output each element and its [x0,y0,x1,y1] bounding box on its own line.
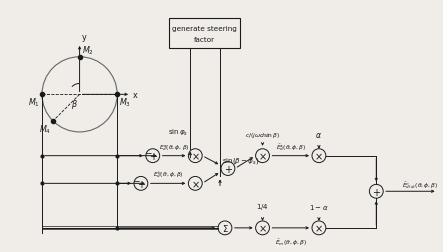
Text: +: + [149,151,157,162]
Text: $M_1$: $M_1$ [28,96,40,108]
Text: $1/4$: $1/4$ [256,201,269,211]
Text: +: + [372,187,380,197]
Text: ×: × [258,151,267,162]
Text: $E_d^b(\theta,\phi,\beta)$: $E_d^b(\theta,\phi,\beta)$ [153,169,183,180]
Text: $\sin\varphi_s$: $\sin\varphi_s$ [168,127,188,137]
Text: +: + [137,179,145,189]
Text: $1-\alpha$: $1-\alpha$ [309,202,329,211]
Text: ×: × [258,224,267,233]
Text: y: y [82,33,86,42]
Text: $M_2$: $M_2$ [82,44,93,56]
Text: ×: × [315,224,323,233]
Text: +: + [224,164,232,174]
Text: x: x [133,90,138,100]
Text: Σ: Σ [222,224,228,233]
Text: −: − [144,148,151,157]
Text: $\sin(\beta-\varphi_s)$: $\sin(\beta-\varphi_s)$ [222,155,259,165]
Text: factor: factor [194,37,215,43]
Text: $\bar{E}_m(\theta,\phi,\beta)$: $\bar{E}_m(\theta,\phi,\beta)$ [275,237,307,247]
Text: $\bar{E}_d^a(\theta,\phi,\beta)$: $\bar{E}_d^a(\theta,\phi,\beta)$ [276,142,306,152]
Text: $M_3$: $M_3$ [119,96,131,108]
Text: −: − [132,176,139,185]
Text: $E_d^a(\theta,\phi,\beta)$: $E_d^a(\theta,\phi,\beta)$ [159,142,189,152]
Text: ×: × [191,151,199,162]
Text: $\bar{E}_{d(\alpha)}^n(\theta,\phi,\beta)$: $\bar{E}_{d(\alpha)}^n(\theta,\phi,\beta… [402,180,439,190]
Text: $M_4$: $M_4$ [39,123,51,136]
Text: ×: × [191,179,199,189]
Text: $\alpha$: $\alpha$ [315,130,323,139]
Bar [169,19,240,49]
Text: $\beta$: $\beta$ [71,97,78,110]
Text: generate steering: generate steering [172,26,237,32]
Text: $c/(j\omega d\sin\beta)$: $c/(j\omega d\sin\beta)$ [245,130,280,139]
Text: ×: × [315,151,323,162]
